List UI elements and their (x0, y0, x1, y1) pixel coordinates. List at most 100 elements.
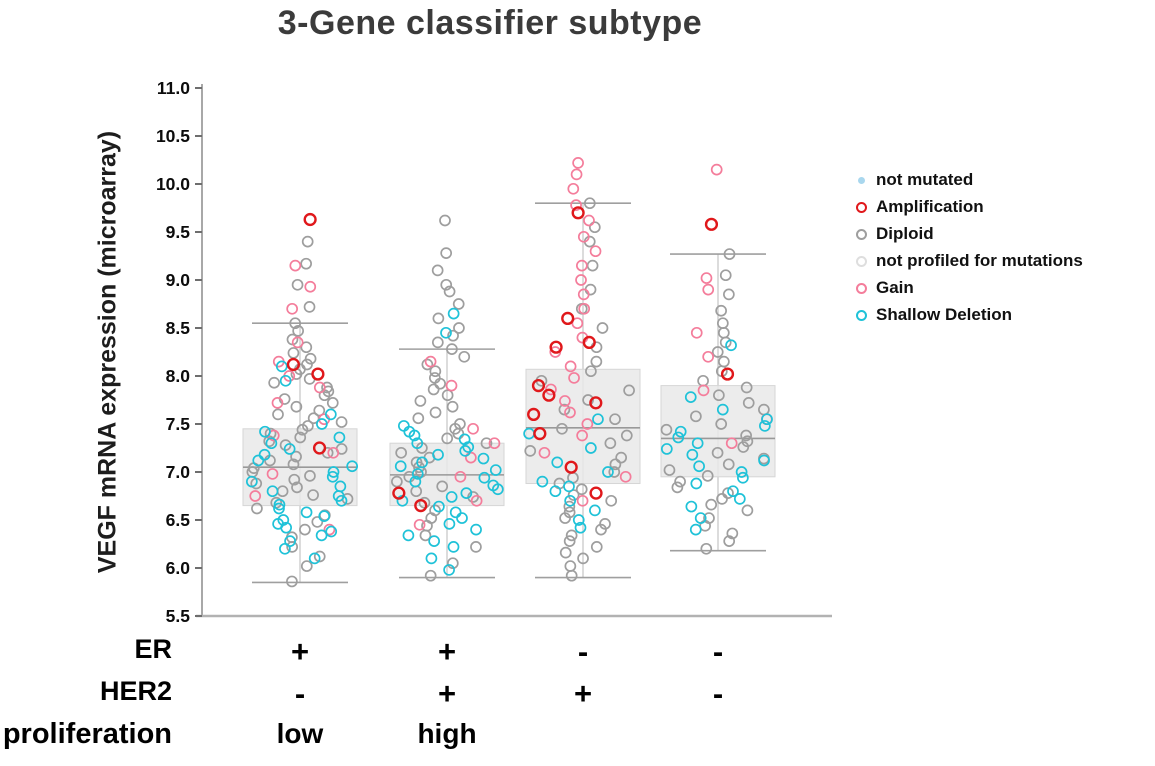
data-point (551, 456, 564, 469)
data-point (663, 464, 676, 476)
data-point (590, 355, 603, 368)
data-point (710, 163, 723, 176)
data-point (259, 425, 271, 438)
data-point (570, 199, 582, 211)
data-point (700, 272, 713, 284)
data-point (429, 406, 442, 419)
annotation-value: low (276, 718, 324, 749)
data-point (524, 445, 537, 457)
data-point (589, 245, 602, 258)
data-point (252, 454, 265, 467)
data-point (431, 264, 444, 277)
data-point (443, 517, 456, 530)
data-point (425, 552, 438, 565)
data-point (726, 527, 739, 540)
data-point (429, 365, 442, 378)
data-point (333, 431, 346, 444)
legend-item: Amplification (856, 197, 1083, 217)
data-point (684, 391, 697, 403)
data-point (564, 406, 576, 419)
data-point (660, 423, 673, 436)
data-point (564, 460, 578, 474)
data-point (325, 525, 338, 538)
data-point (440, 247, 453, 259)
data-point (577, 230, 590, 243)
data-point (672, 431, 685, 444)
data-point (690, 477, 703, 490)
data-point (711, 346, 724, 358)
data-point (727, 485, 739, 498)
data-point (583, 214, 595, 227)
data-point (697, 384, 710, 397)
data-point (391, 475, 403, 488)
data-point (291, 481, 303, 494)
legend-item: Gain (856, 278, 1083, 298)
data-point (561, 311, 575, 326)
data-point (588, 221, 601, 234)
strip-plot: 5.5 6.0 6.5 7.0 7.5 8.0 8.5 9.0 9.5 10.0 10.5 11.0 (156, 78, 832, 626)
data-point (571, 206, 585, 220)
data-point (558, 403, 571, 416)
data-point (326, 397, 339, 409)
data-point (564, 360, 577, 373)
data-point (711, 446, 724, 459)
annotation-row-proliferation: proliferation low high (0, 718, 860, 760)
data-point (454, 470, 467, 483)
data-point (268, 376, 281, 389)
annotation-value: + (573, 676, 593, 711)
data-point (700, 542, 713, 555)
legend-label: Gain (876, 278, 914, 297)
data-point (291, 336, 304, 349)
data-point (272, 408, 284, 421)
annotation-row-er: ER + + - - (0, 634, 860, 676)
data-point (701, 469, 714, 482)
y-axis-label: VEGF mRNA expression (microarray) (93, 130, 122, 574)
data-point (456, 512, 468, 524)
data-point (716, 493, 728, 505)
data-point (740, 381, 753, 394)
legend-marker-icon (856, 228, 867, 240)
data-point (576, 494, 589, 507)
data-point (723, 288, 735, 301)
data-point (725, 437, 738, 450)
data-point (620, 429, 633, 442)
data-point (716, 403, 729, 416)
annotation-value: - (294, 676, 306, 711)
data-point (392, 486, 406, 500)
y-tick-label: 9.0 (166, 270, 191, 290)
legend-marker-icon (856, 201, 867, 213)
data-point (559, 395, 571, 407)
data-point (266, 468, 279, 480)
data-point (273, 502, 285, 515)
data-point (427, 383, 440, 396)
data-point (758, 454, 770, 467)
data-point (286, 302, 299, 315)
legend-marker-icon (858, 176, 865, 184)
legend-marker-icon (856, 282, 867, 294)
data-point (443, 285, 456, 298)
data-point (286, 357, 300, 372)
data-point (609, 413, 621, 426)
data-point (704, 217, 719, 231)
data-point (439, 214, 451, 227)
data-point (715, 304, 727, 317)
data-point (312, 441, 327, 455)
data-point (575, 483, 588, 496)
y-tick-label: 7.0 (166, 462, 191, 482)
data-point (408, 429, 421, 442)
data-point (303, 212, 317, 227)
data-point (615, 451, 628, 464)
data-point (608, 466, 621, 478)
data-point (445, 491, 458, 503)
data-point (434, 377, 446, 390)
data-point (737, 441, 750, 453)
annotation-value: + (437, 634, 457, 669)
data-point (586, 259, 599, 272)
row-label: ER (134, 634, 172, 664)
data-point (421, 358, 434, 371)
data-point (567, 182, 580, 195)
data-point (287, 347, 300, 359)
data-point (443, 564, 455, 576)
data-point (685, 500, 698, 513)
y-tick-label: 7.5 (166, 414, 191, 434)
